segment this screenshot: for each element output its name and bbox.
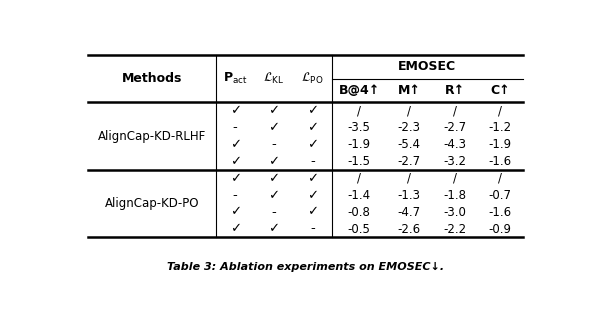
Text: ✓: ✓ [268, 121, 280, 134]
Text: -2.6: -2.6 [398, 222, 421, 235]
Text: -3.2: -3.2 [443, 155, 466, 168]
Text: /: / [357, 172, 361, 185]
Text: C↑: C↑ [490, 84, 510, 97]
Text: ✓: ✓ [268, 172, 280, 185]
Text: -0.5: -0.5 [348, 222, 371, 235]
Text: R↑: R↑ [445, 84, 465, 97]
Text: ✓: ✓ [229, 222, 241, 235]
Text: $\mathcal{L}_{\mathrm{PO}}$: $\mathcal{L}_{\mathrm{PO}}$ [302, 71, 324, 86]
Text: -2.2: -2.2 [443, 222, 466, 235]
Text: /: / [407, 172, 411, 185]
Text: /: / [452, 104, 457, 117]
Text: Table 3: Ablation experiments on EMOSEC↓.: Table 3: Ablation experiments on EMOSEC↓… [167, 262, 444, 272]
Text: Methods: Methods [122, 72, 182, 85]
Text: $\mathbf{P}_{\mathrm{act}}$: $\mathbf{P}_{\mathrm{act}}$ [223, 71, 247, 86]
Text: /: / [498, 104, 502, 117]
Text: -2.7: -2.7 [443, 121, 466, 134]
Text: ✓: ✓ [307, 189, 318, 202]
Text: ✓: ✓ [229, 206, 241, 219]
Text: ✓: ✓ [229, 155, 241, 168]
Text: B@4↑: B@4↑ [339, 84, 380, 97]
Text: /: / [357, 104, 361, 117]
Text: -0.7: -0.7 [488, 189, 511, 202]
Text: -3.0: -3.0 [443, 206, 466, 219]
Text: ✓: ✓ [268, 104, 280, 117]
Text: -1.9: -1.9 [488, 138, 511, 151]
Text: -5.4: -5.4 [398, 138, 421, 151]
Text: -1.8: -1.8 [443, 189, 466, 202]
Text: ✓: ✓ [229, 172, 241, 185]
Text: $\mathcal{L}_{\mathrm{KL}}$: $\mathcal{L}_{\mathrm{KL}}$ [263, 71, 284, 86]
Text: /: / [407, 104, 411, 117]
Text: -: - [233, 189, 237, 202]
Text: ✓: ✓ [307, 172, 318, 185]
Text: -1.5: -1.5 [347, 155, 371, 168]
Text: ✓: ✓ [307, 138, 318, 151]
Text: -1.9: -1.9 [347, 138, 371, 151]
Text: -2.7: -2.7 [398, 155, 421, 168]
Text: -: - [310, 222, 315, 235]
Text: -1.2: -1.2 [488, 121, 511, 134]
Text: ✓: ✓ [229, 138, 241, 151]
Text: -: - [233, 121, 237, 134]
Text: -: - [271, 138, 276, 151]
Text: -1.4: -1.4 [347, 189, 371, 202]
Text: M↑: M↑ [398, 84, 421, 97]
Text: -0.8: -0.8 [348, 206, 371, 219]
Text: -4.7: -4.7 [398, 206, 421, 219]
Text: EMOSEC: EMOSEC [398, 60, 457, 73]
Text: -: - [310, 155, 315, 168]
Text: -1.6: -1.6 [488, 155, 511, 168]
Text: -4.3: -4.3 [443, 138, 466, 151]
Text: ✓: ✓ [229, 104, 241, 117]
Text: -2.3: -2.3 [398, 121, 421, 134]
Text: -: - [271, 206, 276, 219]
Text: AlignCap-KD-RLHF: AlignCap-KD-RLHF [98, 130, 206, 143]
Text: ✓: ✓ [307, 104, 318, 117]
Text: ✓: ✓ [307, 121, 318, 134]
Text: AlignCap-KD-PO: AlignCap-KD-PO [105, 197, 199, 210]
Text: -3.5: -3.5 [348, 121, 371, 134]
Text: /: / [452, 172, 457, 185]
Text: ✓: ✓ [268, 222, 280, 235]
Text: -0.9: -0.9 [488, 222, 511, 235]
Text: ✓: ✓ [268, 155, 280, 168]
Text: ✓: ✓ [268, 189, 280, 202]
Text: -1.3: -1.3 [398, 189, 421, 202]
Text: -1.6: -1.6 [488, 206, 511, 219]
Text: ✓: ✓ [307, 206, 318, 219]
Text: /: / [498, 172, 502, 185]
